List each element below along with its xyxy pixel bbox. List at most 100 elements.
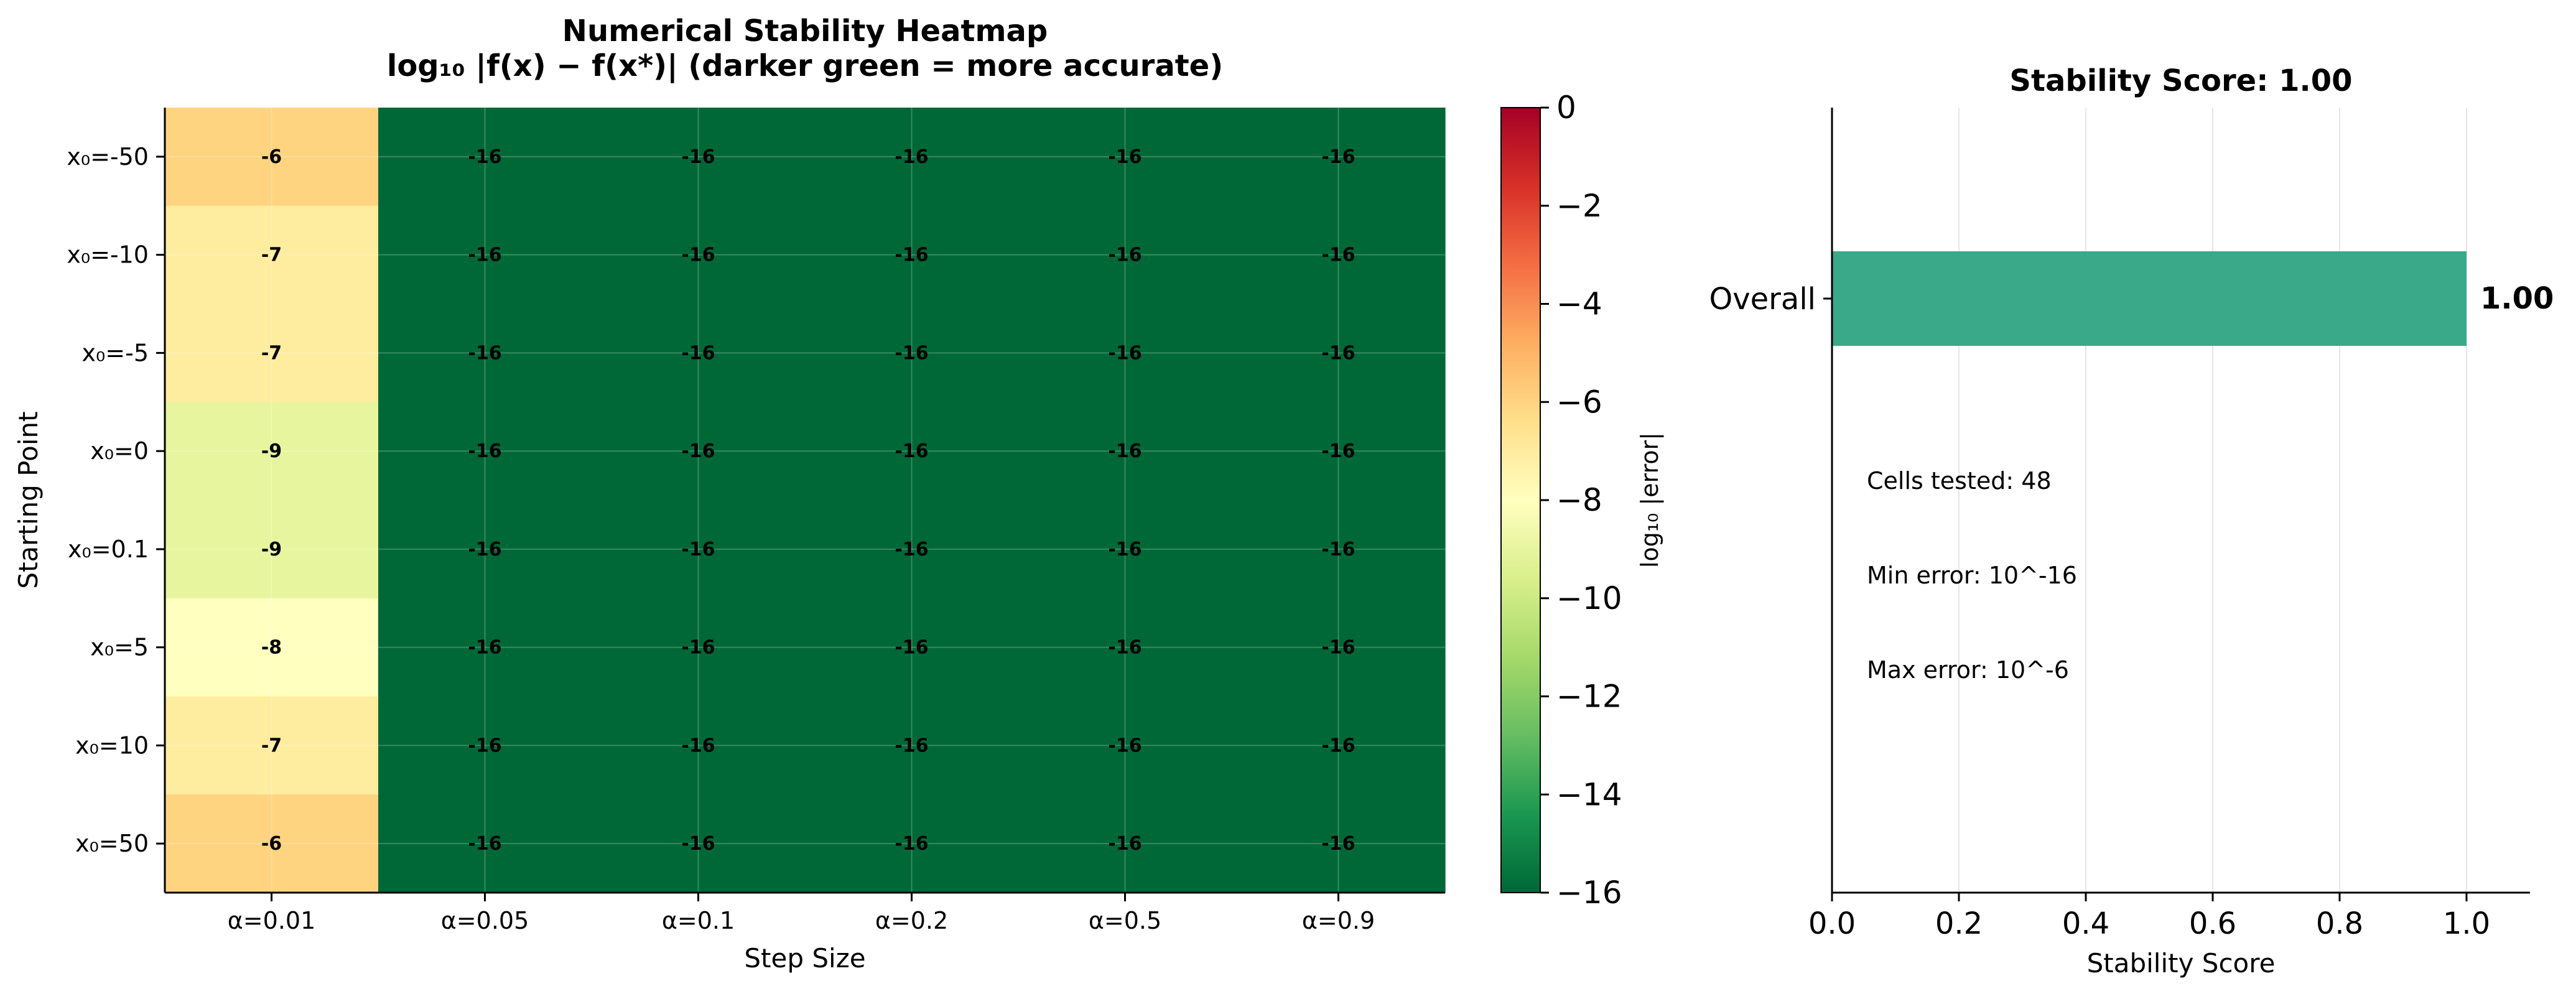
bar [1832, 251, 2467, 346]
x-tick-label: α=0.2 [875, 907, 948, 934]
heatmap-cell-label: -16 [681, 539, 715, 560]
heatmap-cell-label: -16 [468, 440, 501, 462]
heatmap-cell [805, 500, 1019, 599]
heatmap-ylabel: Starting Point [13, 411, 44, 588]
heatmap-cell-label: -7 [261, 342, 282, 364]
heatmap-cell [378, 402, 592, 501]
heatmap-cell-label: -16 [895, 539, 928, 560]
heatmap-cell [378, 696, 592, 795]
bar-x-tick-label: 0.0 [1808, 906, 1856, 941]
y-tick-label: x₀=-10 [67, 241, 149, 269]
bar-chart-title: Stability Score: 1.00 [2009, 63, 2352, 98]
heatmap-cell [165, 696, 379, 795]
heatmap-cell-label: -16 [1321, 539, 1355, 560]
heatmap-cell-label: -16 [1321, 342, 1355, 364]
heatmap-cell [1018, 304, 1232, 402]
heatmap-cell [592, 794, 806, 893]
heatmap-cell-label: -16 [681, 342, 715, 364]
heatmap-cell [592, 402, 806, 501]
heatmap-cell-label: -16 [468, 833, 501, 855]
colorbar-tick-label: −8 [1556, 482, 1602, 518]
heatmap-cell-label: -16 [895, 637, 928, 659]
heatmap-cell-label: -16 [1108, 146, 1142, 168]
heatmap-cell-label: -16 [1108, 735, 1142, 756]
heatmap-cell-label: -16 [681, 637, 715, 659]
heatmap-cell [165, 794, 379, 893]
heatmap-cell [1018, 794, 1232, 893]
heatmap-cell [1232, 696, 1446, 795]
heatmap-cell-label: -16 [1108, 539, 1142, 560]
colorbar-tick-label: −16 [1556, 875, 1622, 911]
heatmap-cell [805, 108, 1019, 207]
heatmap-x-ticks: α=0.01 α=0.05 α=0.1 α=0.2 α=0.5 α=0.9 [228, 893, 1375, 934]
bar-x-tick-label: 1.0 [2443, 906, 2490, 941]
heatmap-cell [165, 205, 379, 305]
heatmap-cell [592, 598, 806, 697]
heatmap-cell [378, 500, 592, 599]
bar-value-label: 1.00 [2480, 281, 2554, 316]
heatmap-cell-label: -16 [895, 735, 928, 756]
heatmap-cell-label: -16 [468, 637, 501, 659]
heatmap-cell [378, 108, 592, 207]
heatmap-cell [1232, 500, 1446, 599]
heatmap-cell [165, 402, 379, 501]
heatmap-cell-label: -9 [261, 440, 282, 462]
heatmap-cell-label: -16 [681, 833, 715, 855]
bar-chart-grid [1831, 108, 2467, 893]
x-tick-label: α=0.9 [1302, 907, 1375, 934]
heatmap-cell-label: -16 [895, 342, 928, 364]
colorbar [1500, 107, 1541, 893]
heatmap-cell-label: -8 [261, 637, 282, 659]
heatmap-cell [592, 108, 806, 207]
heatmap-cell-label: -16 [681, 735, 715, 756]
stat-min-error: Min error: 10^-16 [1867, 562, 2077, 589]
heatmap-cell [805, 402, 1019, 501]
heatmap-cell-label: -16 [468, 244, 501, 266]
heatmap-cell [592, 500, 806, 599]
heatmap-cell-label: -9 [261, 539, 282, 560]
heatmap-cell [165, 304, 379, 402]
x-tick-label: α=0.5 [1089, 907, 1161, 934]
heatmap-cell [1232, 108, 1446, 207]
heatmap-cell-label: -16 [895, 244, 928, 266]
heatmap-xlabel: Step Size [744, 943, 865, 973]
heatmap-cells [165, 108, 1446, 893]
bar-x-tick-label: 0.2 [1935, 906, 1983, 941]
heatmap-cell-label: -16 [1321, 637, 1355, 659]
heatmap-cell [378, 598, 592, 697]
heatmap-cell-label: -16 [1108, 440, 1142, 462]
heatmap-cell-label: -16 [1321, 833, 1355, 855]
heatmap-cell [805, 205, 1019, 305]
heatmap-cell [805, 794, 1019, 893]
heatmap-cell-label: -16 [1321, 440, 1355, 462]
heatmap-cell [165, 108, 379, 207]
heatmap-cell-label: -16 [895, 440, 928, 462]
colorbar-ticks: 0 −2 −4 −6 −8 −10 −12 −14 −16 [1540, 90, 1622, 911]
heatmap-cell-label: -16 [468, 539, 501, 560]
heatmap-title-line2: log₁₀ |f(x) − f(x*)| (darker green = mor… [387, 49, 1223, 83]
y-tick-label: x₀=5 [90, 634, 149, 661]
heatmap-cell-label: -16 [681, 440, 715, 462]
heatmap-cell [1018, 598, 1232, 697]
heatmap-cell [1232, 794, 1446, 893]
heatmap-cell [592, 205, 806, 305]
x-tick-label: α=0.1 [662, 907, 735, 934]
colorbar-tick-label: −6 [1556, 384, 1602, 420]
heatmap-cell [1018, 500, 1232, 599]
heatmap-cell [805, 696, 1019, 795]
stat-max-error: Max error: 10^-6 [1867, 656, 2069, 684]
bar-chart-bars: 1.00 [1832, 251, 2554, 346]
y-tick-label: x₀=0.1 [68, 536, 149, 563]
heatmap-cell [1232, 402, 1446, 501]
heatmap-cell-label: -16 [1108, 637, 1142, 659]
heatmap-y-ticks: x₀=-50 x₀=-10 x₀=-5 x₀=0 x₀=0.1 x₀=5 x₀=10 x₀=5… [67, 143, 165, 857]
bar-x-tick-label: 0.6 [2189, 906, 2236, 941]
x-tick-label: α=0.05 [441, 907, 529, 934]
colorbar-label: log₁₀ |error| [1636, 432, 1664, 568]
heatmap-cell [165, 598, 379, 697]
stat-cells-tested: Cells tested: 48 [1867, 467, 2052, 495]
heatmap-cell [592, 304, 806, 402]
y-tick-label: x₀=-5 [82, 339, 149, 366]
